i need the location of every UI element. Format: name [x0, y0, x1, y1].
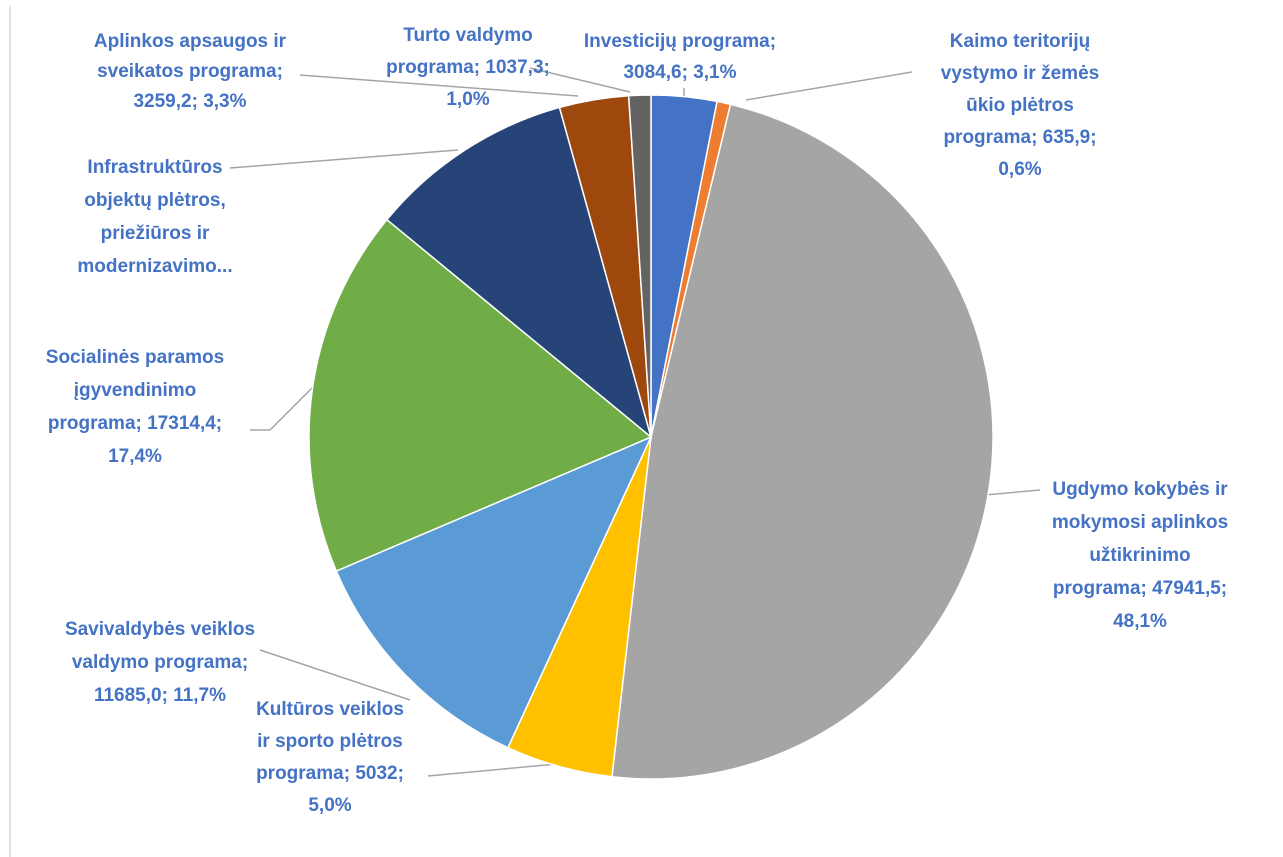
data-label: sveikatos programa; — [97, 61, 283, 82]
data-label: 0,6% — [998, 159, 1041, 180]
data-label: mokymosi aplinkos — [1052, 512, 1228, 533]
data-label: Ugdymo kokybės ir — [1052, 479, 1228, 500]
leader-line — [745, 71, 913, 101]
data-label: Investicijų programa; — [584, 31, 776, 52]
leader-line — [984, 489, 1041, 496]
leader-line — [229, 149, 459, 169]
data-label: Aplinkos apsaugos ir — [94, 31, 287, 52]
leader-line — [529, 67, 631, 93]
data-label: vystymo ir žemės — [941, 63, 1099, 84]
data-label: programa; 1037,3; — [386, 57, 550, 78]
data-label: objektų plėtros, — [84, 190, 225, 211]
data-label: 11685,0; 11,7% — [94, 685, 226, 706]
leader-line — [250, 369, 331, 431]
data-label: Socialinės paramos — [46, 347, 224, 368]
data-label: 5,0% — [308, 795, 351, 816]
data-label: priežiūros ir — [101, 223, 210, 244]
data-label: programa; 47941,5; — [1053, 578, 1227, 599]
data-label: programa; 635,9; — [943, 127, 1096, 148]
data-label: 3084,6; 3,1% — [623, 62, 736, 83]
pie-slice — [385, 106, 653, 440]
data-label: 48,1% — [1113, 611, 1167, 632]
leader-lines — [229, 67, 1041, 777]
data-label: užtikrinimo — [1089, 545, 1190, 566]
data-label: 3259,2; 3,3% — [133, 91, 246, 112]
data-label: Savivaldybės veiklos — [65, 619, 255, 640]
data-label: ūkio plėtros — [966, 95, 1074, 116]
data-label: Turto valdymo — [403, 25, 533, 46]
pie-slice — [611, 103, 994, 780]
data-label: modernizavimo... — [77, 256, 232, 277]
leader-line — [259, 649, 411, 701]
pie-slice — [335, 435, 653, 749]
data-label: 1,0% — [446, 89, 489, 110]
data-label: įgyvendinimo — [74, 380, 196, 401]
data-label: Infrastruktūros — [87, 157, 222, 178]
leader-line — [299, 74, 579, 97]
data-label: 17,4% — [108, 446, 162, 467]
pie-slice — [308, 218, 653, 572]
pie-slice — [627, 94, 652, 438]
data-label: Kaimo teritorijų — [950, 31, 1090, 52]
pie — [308, 94, 994, 780]
data-label: programa; 17314,4; — [48, 413, 222, 434]
data-label: valdymo programa; — [72, 652, 248, 673]
data-label: ir sporto plėtros — [257, 731, 403, 752]
data-label: programa; 5032; — [256, 763, 404, 784]
data-label: Kultūros veiklos — [256, 699, 404, 720]
